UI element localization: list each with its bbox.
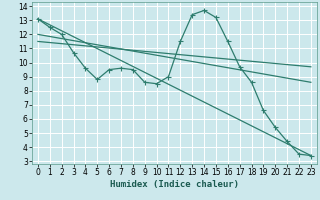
X-axis label: Humidex (Indice chaleur): Humidex (Indice chaleur) bbox=[110, 180, 239, 189]
